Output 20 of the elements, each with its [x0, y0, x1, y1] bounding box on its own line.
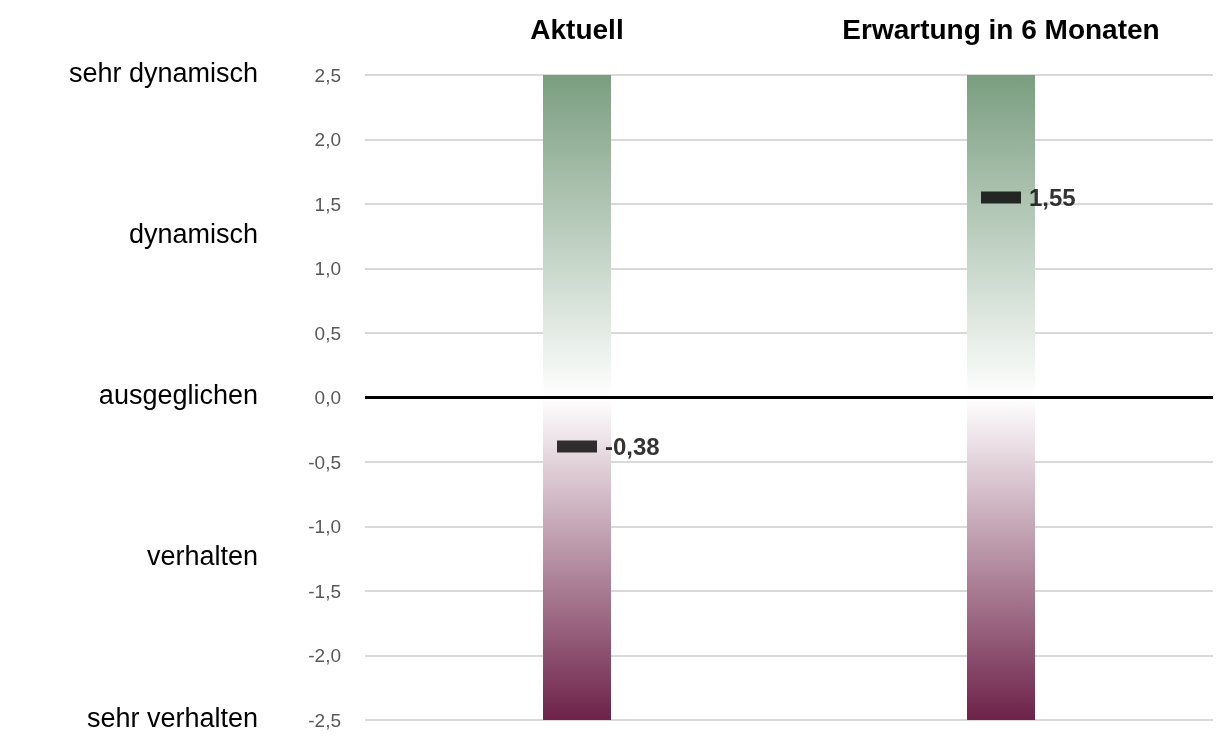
text: verhalten — [146, 541, 258, 572]
text: dynamisch — [128, 218, 258, 249]
data-label: 1,55 — [1029, 184, 1076, 212]
y-tick-label: -0,5 — [308, 451, 341, 473]
y-tick-label: -2,0 — [308, 645, 341, 666]
y-tick-label: 0,0 — [314, 387, 341, 408]
text: sehr verhalten — [86, 702, 258, 733]
y-tick-label: 2,0 — [314, 129, 341, 150]
y-tick-label: 1,0 — [314, 258, 341, 279]
x-tick-label: Erwartung in 6 Monaten — [842, 13, 1160, 45]
text: ausgeglichen — [98, 380, 258, 410]
y-tick-label: 2,5 — [314, 64, 341, 86]
y-tick-label: -1,0 — [308, 516, 341, 537]
data-label: -0,38 — [605, 433, 660, 461]
text: sehr dynamisch — [68, 57, 258, 88]
y-tick-label: 0,5 — [314, 322, 341, 344]
y-tick-label: 1,5 — [314, 193, 341, 215]
y-tick-label: -2,5 — [308, 709, 341, 731]
y-tick-label: -1,5 — [308, 580, 341, 602]
x-tick-label: Aktuell — [530, 13, 624, 45]
